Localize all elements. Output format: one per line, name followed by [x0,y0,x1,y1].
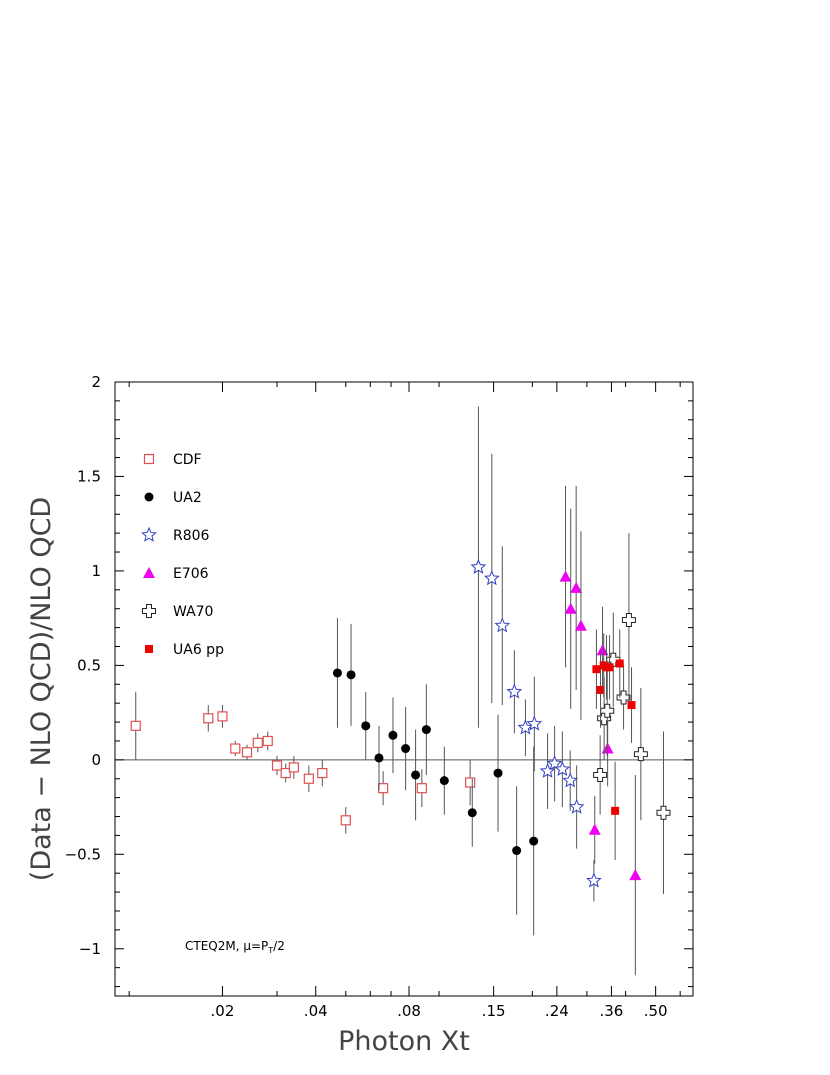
ua2-point [346,670,356,680]
r806-point [568,798,585,814]
data-series [130,406,671,976]
r806-point [517,719,534,735]
annotation-text: CTEQ2M, μ=PT/2 [185,939,285,955]
ua6-pp-point [611,806,620,815]
cdf-point [217,711,228,722]
ua6-pp-point [596,685,605,694]
ua2-point [493,768,503,778]
cdf-point [241,747,253,758]
ua2-point [411,770,421,780]
x-tick-label: .04 [304,1002,328,1020]
legend-marker-ua6-pp [145,645,153,653]
r806-point [554,760,571,777]
e706-point [588,823,601,835]
legend-marker-e706 [143,567,155,578]
y-tick-label: 1.5 [77,467,101,485]
legend: CDF UA2 R806 E706 WA70 UA6 pp [141,452,224,658]
cdf-point [465,777,476,788]
x-tick-label: .36 [599,1002,623,1020]
cdf-point [262,735,273,747]
y-tick-label: 0 [91,751,101,769]
r806-point [494,617,511,633]
r806-point [506,683,523,699]
e706-point [564,602,577,614]
series-cdf [130,691,476,834]
y-tick-label: −0.5 [65,845,101,863]
wa70-point [593,767,608,782]
e706-point [570,581,583,593]
annotation-tail: /2 [273,939,285,953]
y-axis-title: (Data − NLO QCD)/NLO QCD [26,497,57,881]
legend-marker-ua2 [144,492,154,502]
r806-point [539,762,556,778]
cdf-point [230,743,241,754]
ua6-pp-point [605,663,614,672]
cdf-point [130,720,141,731]
cdf-point [378,783,389,794]
r806-point [562,772,579,788]
ua2-point [529,836,539,846]
wa70-point [656,805,671,820]
e706-point [596,644,609,656]
axis-ticks: −1 −0.5 0 0.5 1 1.5 2 .02 .04 .08 .15 .24 .36 .50 [65,373,693,1020]
wa70-point [621,613,636,628]
x-tick-label: .08 [397,1002,421,1020]
ua2-point [467,808,477,818]
y-tick-label: −1 [79,940,101,958]
r806-point [483,570,500,586]
annotation-subscript: T [267,946,273,955]
ua6-pp-point [615,659,624,668]
legend-label-cdf: CDF [173,452,202,468]
legend-label-ua2: UA2 [173,490,202,506]
y-tick-label: 2 [91,373,101,391]
ua2-point [512,846,522,856]
legend-label-wa70: WA70 [173,604,213,620]
cdf-point [280,767,291,779]
cdf-point [340,815,351,826]
ua2-point [439,776,449,786]
r806-point [526,715,543,731]
ua2-point [401,744,411,754]
legend-marker-wa70 [142,604,156,618]
ua6-pp-point [592,665,601,674]
cdf-point [203,713,214,724]
ua2-point [332,668,342,678]
x-tick-label: .02 [211,1002,235,1020]
ua2-point [374,753,384,763]
ua6-pp-point [627,701,636,710]
cdf-point [317,767,328,779]
r806-point [470,558,487,574]
ua2-point [421,725,431,735]
y-tick-label: 0.5 [77,656,101,674]
legend-label-ua6-pp: UA6 pp [173,642,224,658]
cdf-point [288,762,299,773]
cdf-point [271,760,283,771]
r806-point [585,872,602,888]
e706-point [574,619,587,631]
wa70-point [633,747,648,762]
cdf-point [252,737,263,748]
series-ua6-pp [592,629,636,860]
x-axis-title: Photon Xt [338,1026,470,1057]
series-ua2 [332,618,539,936]
legend-marker-r806 [141,526,157,542]
legend-label-e706: E706 [173,566,209,582]
wa70-point [616,690,631,705]
cdf-point [416,783,427,794]
legend-label-r806: R806 [173,528,210,544]
ua2-point [361,721,371,731]
x-tick-label: .50 [644,1002,668,1020]
cdf-point [303,773,314,784]
series-r806 [470,406,602,902]
annotation-main: CTEQ2M, μ=P [185,939,268,953]
e706-point [629,869,642,881]
legend-marker-cdf [143,453,155,465]
y-tick-label: 1 [91,562,101,580]
e706-point [559,570,572,582]
x-tick-label: .15 [482,1002,506,1020]
ua2-point [388,730,398,740]
plot-frame [114,381,694,997]
x-tick-label: .24 [545,1002,569,1020]
